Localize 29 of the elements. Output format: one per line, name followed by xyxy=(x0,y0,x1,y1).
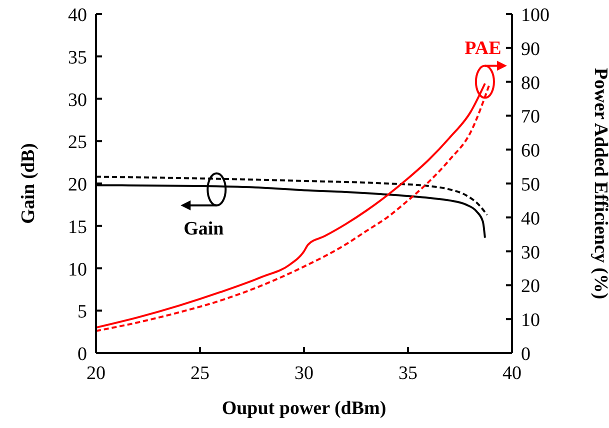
x-tick-label: 30 xyxy=(294,363,314,384)
y-tick-label: 15 xyxy=(68,216,87,238)
y-tick-label: 35 xyxy=(68,47,87,68)
y2-tick-label: 40 xyxy=(521,208,540,230)
y2-axis-title: Power Added Efficiency (%) xyxy=(590,68,609,300)
y2-tick-label: 0 xyxy=(521,344,530,365)
y2-tick-label: 60 xyxy=(521,140,540,162)
y2-tick-label: 30 xyxy=(521,242,540,264)
y-tick-label: 40 xyxy=(68,5,87,26)
y-tick-label: 10 xyxy=(68,259,87,280)
y2-tick-label: 10 xyxy=(521,310,540,332)
y2-tick-label: 70 xyxy=(521,106,540,128)
y2-tick-label: 100 xyxy=(521,5,550,26)
x-tick-label: 35 xyxy=(398,363,418,384)
y2-tick-label: 80 xyxy=(521,72,540,94)
y-tick-label: 20 xyxy=(68,174,87,196)
y-tick-label: 0 xyxy=(78,344,87,365)
y2-tick-label: 90 xyxy=(521,38,540,60)
x-tick-label: 25 xyxy=(190,363,210,384)
y2-tick-label: 50 xyxy=(521,174,540,196)
y-tick-label: 5 xyxy=(78,302,87,323)
x-tick-label: 40 xyxy=(502,363,522,384)
annotation: PAE xyxy=(464,38,502,59)
y-tick-label: 25 xyxy=(68,132,87,154)
y2-tick-label: 20 xyxy=(521,276,540,298)
y-tick-label: 30 xyxy=(68,90,87,111)
y-axis-title: Gain (dB) xyxy=(18,143,39,224)
x-axis-title: Ouput power (dBm) xyxy=(222,398,386,419)
annotation: Gain xyxy=(184,218,224,240)
